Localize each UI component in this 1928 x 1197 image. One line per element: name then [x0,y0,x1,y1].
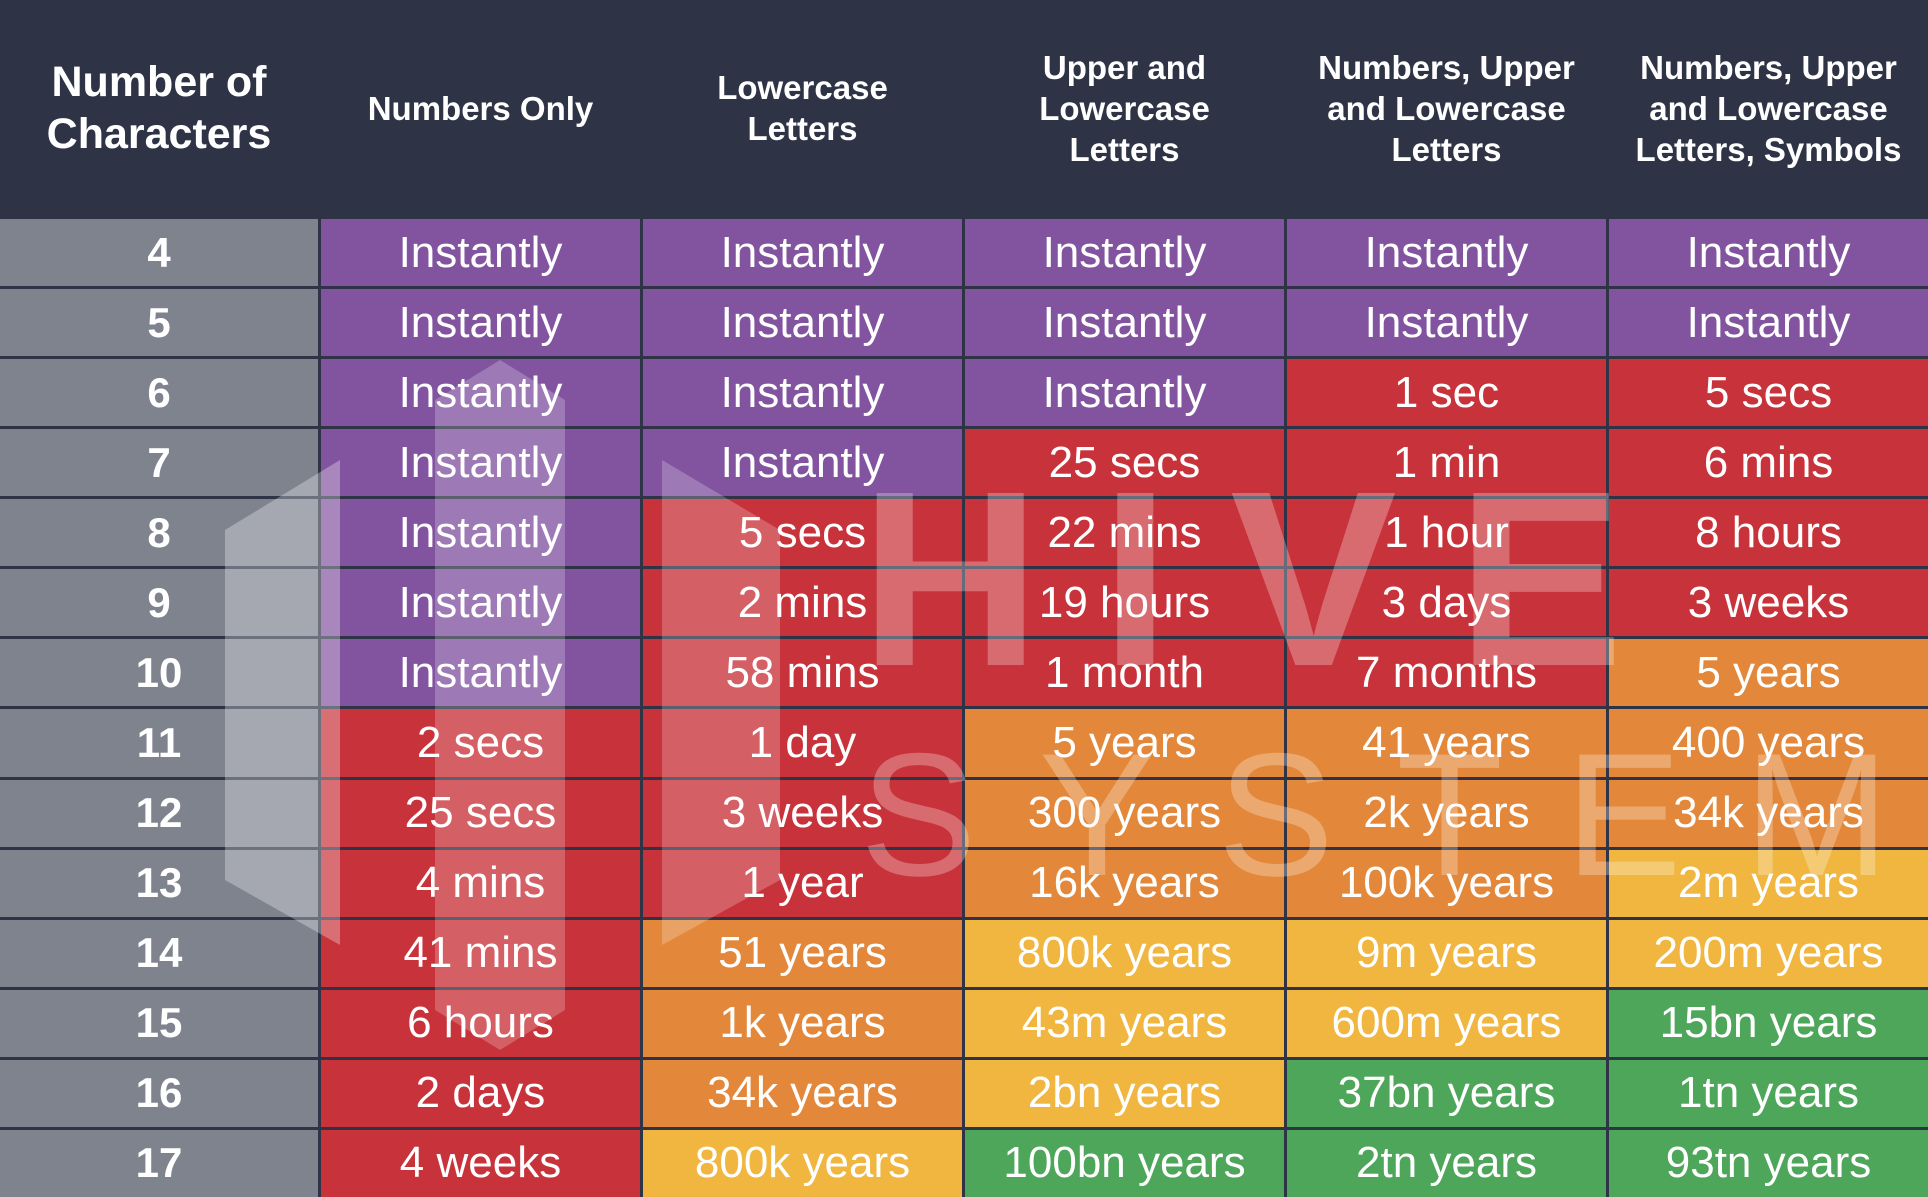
crack-time: Instantly [643,289,962,357]
crack-time: 1 month [965,639,1284,707]
crack-time: Instantly [321,569,640,637]
crack-time: 16k years [965,849,1284,917]
crack-time: 3 days [1287,569,1606,637]
crack-time: 25 secs [965,429,1284,497]
crack-time: Instantly [643,219,962,287]
crack-time: Instantly [1287,289,1606,357]
crack-time: 5 secs [1609,359,1928,427]
crack-time: 25 secs [321,779,640,847]
row-label: 13 [0,849,318,917]
crack-time: 4 mins [321,849,640,917]
crack-time: 1tn years [1609,1059,1928,1127]
crack-time: 1k years [643,989,962,1057]
row-label: 10 [0,639,318,707]
crack-time: 2m years [1609,849,1928,917]
crack-time: 1 min [1287,429,1606,497]
crack-time: 34k years [643,1059,962,1127]
crack-time: 9m years [1287,919,1606,987]
crack-time: 93tn years [1609,1129,1928,1197]
crack-time: 1 day [643,709,962,777]
crack-time: 7 months [1287,639,1606,707]
column-header: Number of Characters [0,0,318,216]
crack-time: 2 secs [321,709,640,777]
crack-time: Instantly [321,219,640,287]
crack-time: 6 mins [1609,429,1928,497]
row-label: 8 [0,499,318,567]
crack-time: Instantly [965,219,1284,287]
crack-time: 5 secs [643,499,962,567]
crack-time: 15bn years [1609,989,1928,1057]
row-label: 14 [0,919,318,987]
crack-time: 2bn years [965,1059,1284,1127]
crack-time: 100bn years [965,1129,1284,1197]
row-label: 11 [0,709,318,777]
crack-time: Instantly [643,359,962,427]
row-label: 7 [0,429,318,497]
row-label: 12 [0,779,318,847]
crack-time: 300 years [965,779,1284,847]
crack-time: 1 hour [1287,499,1606,567]
crack-time: 41 years [1287,709,1606,777]
row-label: 5 [0,289,318,357]
crack-time: 37bn years [1287,1059,1606,1127]
crack-time: 800k years [965,919,1284,987]
crack-time: 4 weeks [321,1129,640,1197]
crack-time: 1 year [643,849,962,917]
crack-time: Instantly [643,429,962,497]
crack-time: 800k years [643,1129,962,1197]
crack-time: 41 mins [321,919,640,987]
crack-time: Instantly [965,289,1284,357]
row-label: 16 [0,1059,318,1127]
crack-time: 2tn years [1287,1129,1606,1197]
crack-time: Instantly [1287,219,1606,287]
crack-time: 34k years [1609,779,1928,847]
row-label: 17 [0,1129,318,1197]
crack-time: Instantly [321,499,640,567]
crack-time: 2 mins [643,569,962,637]
crack-time: Instantly [1609,289,1928,357]
column-header: Numbers Only [321,0,640,216]
crack-time: 5 years [1609,639,1928,707]
crack-time: 3 weeks [643,779,962,847]
crack-time: Instantly [321,359,640,427]
crack-time: 1 sec [1287,359,1606,427]
crack-time: 22 mins [965,499,1284,567]
crack-time: 100k years [1287,849,1606,917]
column-header: Numbers, Upper and Lowercase Letters [1287,0,1606,216]
crack-time: Instantly [321,429,640,497]
row-label: 4 [0,219,318,287]
crack-time: Instantly [321,289,640,357]
crack-time: 3 weeks [1609,569,1928,637]
crack-time: 19 hours [965,569,1284,637]
crack-time: Instantly [965,359,1284,427]
crack-time: Instantly [1609,219,1928,287]
crack-time: 51 years [643,919,962,987]
crack-time: 5 years [965,709,1284,777]
crack-time: 43m years [965,989,1284,1057]
row-label: 15 [0,989,318,1057]
crack-time: 400 years [1609,709,1928,777]
crack-time: 2 days [321,1059,640,1127]
crack-time: 2k years [1287,779,1606,847]
column-header: Lowercase Letters [643,0,962,216]
column-header: Numbers, Upper and Lowercase Letters, Sy… [1609,0,1928,216]
row-label: 9 [0,569,318,637]
crack-time: 200m years [1609,919,1928,987]
crack-time: 600m years [1287,989,1606,1057]
crack-time: 8 hours [1609,499,1928,567]
row-label: 6 [0,359,318,427]
column-header: Upper and Lowercase Letters [965,0,1284,216]
crack-time: 58 mins [643,639,962,707]
crack-time: Instantly [321,639,640,707]
crack-time: 6 hours [321,989,640,1057]
